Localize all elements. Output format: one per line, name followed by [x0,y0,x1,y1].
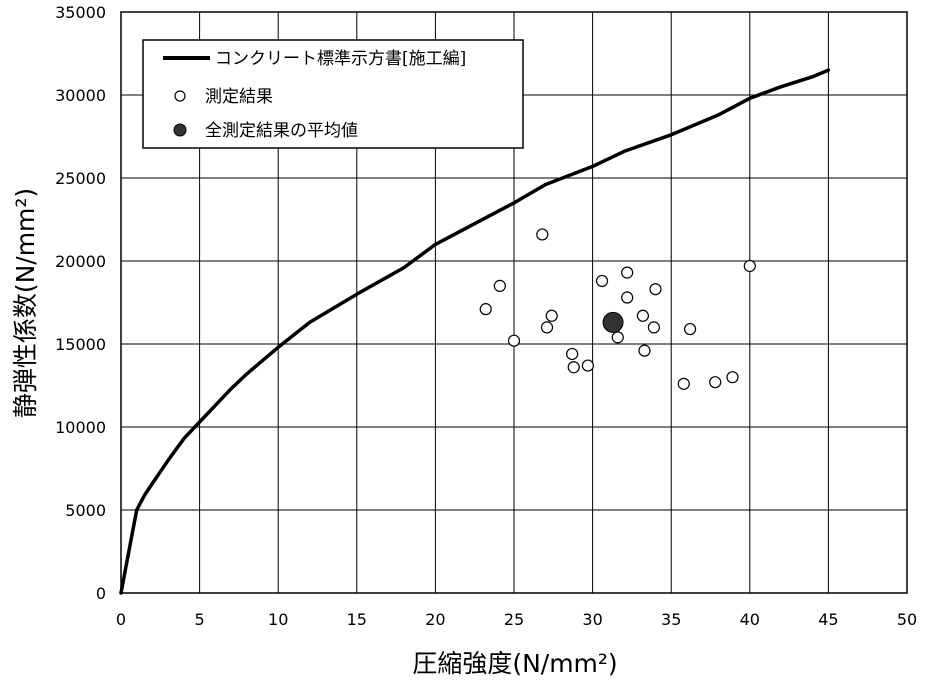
measured-point [567,361,580,374]
x-tick-label: 15 [347,610,367,629]
x-tick-label: 30 [582,610,602,629]
measured-point [638,344,651,357]
measured-point [566,347,579,361]
measured-point [647,321,661,334]
x-tick-label: 10 [268,610,288,629]
legend-label-standard: コンクリート標準示方書[施工編] [215,49,466,69]
x-tick-label: 25 [504,610,524,629]
x-tick-label: 50 [897,610,917,629]
x-tick-label: 5 [195,610,205,629]
y-tick-label: 15000 [55,335,106,354]
y-tick-label: 25000 [55,169,106,188]
y-tick-label: 35000 [55,3,106,22]
mean-point [602,311,624,333]
measured-point [536,228,549,241]
measured-point [726,371,739,384]
x-tick-label: 35 [661,610,681,629]
measured-point [677,377,690,390]
chart-marks [119,68,831,595]
measured-point [581,359,594,372]
measured-point [611,331,624,344]
x-tick-label: 20 [425,610,445,629]
standard-curve-line [119,68,831,595]
measured-point [636,309,650,322]
y-tick-label: 30000 [55,86,106,105]
measured-point [595,274,609,288]
x-tick-label: 45 [818,610,838,629]
x-tick-label: 0 [116,610,126,629]
legend-label-measured: 測定結果 [205,87,273,107]
y-tick-label: 0 [96,584,106,603]
legend-open-circle-swatch [174,90,186,102]
measured-point [621,266,634,279]
measured-point [709,376,722,389]
legend-filled-circle-swatch [173,123,187,137]
legend: コンクリート標準示方書[施工編] 測定結果 全測定結果の平均値 [142,39,524,149]
measured-point [649,283,662,296]
measured-point [545,309,558,322]
measured-point [507,334,521,347]
x-tick-label: 40 [740,610,760,629]
measured-point [743,259,756,273]
legend-label-mean: 全測定結果の平均値 [205,121,358,141]
y-tick-label: 5000 [65,501,106,520]
measured-point [493,279,506,292]
y-tick-label: 10000 [55,418,106,437]
x-axis-label: 圧縮強度(N/mm²) [412,649,617,678]
measured-point [540,321,554,334]
y-tick-label: 20000 [55,252,106,271]
y-axis-label: 静弾性係数(N/mm²) [11,188,40,418]
measured-point [479,303,492,316]
measured-point [683,322,697,336]
measured-point [621,291,634,304]
tick-labels: 0 5 10 15 20 25 30 35 40 45 50 0 5000 10000 15000 20000… [55,3,917,629]
plot-frame [120,11,908,594]
